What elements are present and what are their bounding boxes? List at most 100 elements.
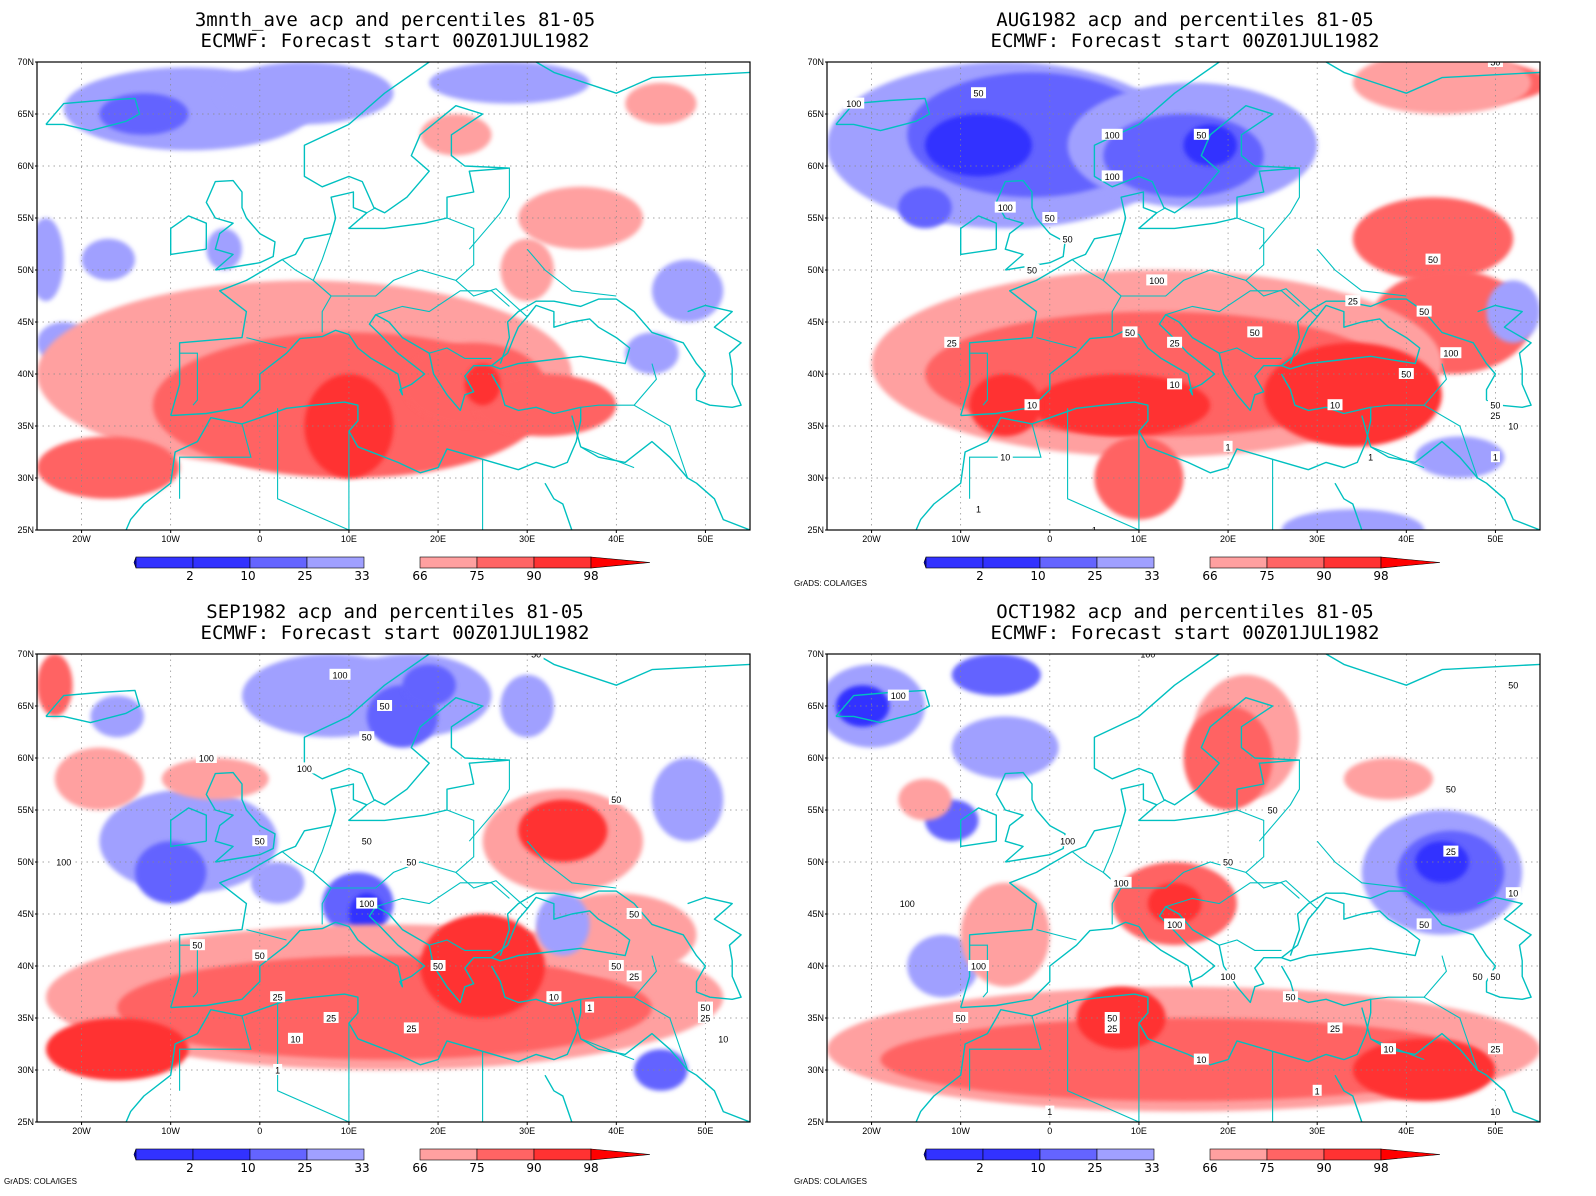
contour-label-bg	[53, 856, 75, 867]
latitude-label: 45N	[807, 317, 824, 327]
coastline	[125, 373, 582, 530]
contour-label-bg	[1416, 305, 1432, 317]
coastline	[1289, 890, 1532, 1000]
contour-label: 50	[362, 837, 372, 847]
colorbar-segment	[249, 1148, 308, 1161]
country-border	[526, 248, 617, 297]
country-border	[1258, 760, 1300, 842]
longitude-label: 0	[1047, 1126, 1052, 1136]
colorbar: 2 10 25 33 66 75 90 98	[923, 556, 1441, 583]
percentile-region	[518, 799, 608, 862]
country-border	[1423, 996, 1479, 1071]
contour-label-bg	[1505, 679, 1521, 691]
contour-label: 100	[900, 899, 915, 909]
contour-label: 50	[611, 962, 621, 972]
percentile-region	[880, 1018, 1487, 1102]
percentile-region	[45, 1018, 189, 1081]
contour-label: 50	[1490, 401, 1500, 411]
contour-label-bg	[1146, 274, 1168, 286]
contour-label: 1	[976, 505, 981, 515]
colorbar-label: 98	[583, 1161, 598, 1175]
contour-label-bg	[528, 654, 544, 659]
coastline	[170, 62, 750, 416]
percentile-region	[420, 114, 492, 156]
country-border	[580, 1038, 635, 1061]
colorbar-label: 66	[1202, 1161, 1217, 1175]
percentile-region	[1031, 374, 1211, 437]
colorbar-arrow-right	[590, 1148, 651, 1161]
percentile-region	[37, 654, 73, 717]
country-border	[366, 799, 376, 806]
latitude-label: 55N	[17, 805, 34, 815]
colorbar-label: 2	[976, 569, 984, 583]
longitude-label: 30E	[1309, 1126, 1325, 1136]
coastline	[170, 304, 631, 417]
contour-label-bg	[697, 1012, 713, 1023]
contour-label-bg	[359, 835, 375, 847]
contour-label-bg	[1505, 420, 1521, 431]
latitude-label: 70N	[17, 649, 34, 659]
percentile-region	[250, 862, 305, 904]
contour-label-bg	[887, 689, 909, 701]
contour-label: 1	[1315, 1086, 1320, 1096]
contour-label-bg	[356, 897, 378, 909]
contour-label-bg	[1327, 1022, 1343, 1034]
contour-label: 100	[56, 858, 71, 868]
colorbar-label: 90	[1316, 569, 1331, 583]
country-border	[1245, 279, 1318, 318]
contour-label: 50	[956, 1014, 966, 1024]
contour-label-bg	[1490, 451, 1500, 463]
colorbar-label: 2	[976, 1161, 984, 1175]
contour-label: 1	[1493, 453, 1498, 463]
colorbar: 2 10 25 33 66 75 90 98	[923, 1148, 1441, 1175]
contour-label: 100	[998, 203, 1013, 213]
colorbar-segment	[1039, 556, 1098, 569]
longitude-label: 20E	[1220, 1126, 1236, 1136]
country-border	[1219, 347, 1282, 359]
contour-label: 50	[1419, 307, 1429, 317]
contour-label: 10	[1330, 401, 1340, 411]
contour-label: 25	[1107, 1024, 1117, 1034]
panel-subtitle: ECMWF: Forecast start 00Z01JUL1982	[200, 30, 590, 52]
latitude-label: 70N	[807, 649, 824, 659]
contour-label-bg	[1101, 128, 1123, 140]
country-border	[281, 259, 332, 333]
colorbar-segment	[192, 556, 251, 569]
contour-label-bg	[1104, 1012, 1120, 1023]
latitude-label: 50N	[17, 265, 34, 275]
latitude-label: 55N	[807, 805, 824, 815]
coastline	[45, 97, 141, 132]
longitude-label: 40E	[1398, 1126, 1414, 1136]
contour-label-bg	[1443, 845, 1459, 857]
country-border	[633, 996, 689, 1071]
grads-credit: GrADS: COLA/IGES	[4, 1177, 77, 1186]
country-border	[1071, 259, 1122, 333]
longitude-label: 10E	[341, 1126, 357, 1136]
contour-label-bg	[1110, 876, 1132, 888]
colorbar-segment	[135, 556, 194, 569]
percentile-region	[99, 93, 189, 135]
colorbar-label: 2	[186, 1161, 194, 1175]
country-border	[429, 347, 492, 359]
contour-label-bg	[608, 960, 624, 971]
longitude-label: 10E	[341, 534, 357, 544]
contour-label-bg	[1487, 62, 1503, 67]
country-border	[179, 352, 198, 406]
colorbar-label: 75	[469, 569, 484, 583]
colorbar-label: 75	[1259, 1161, 1274, 1175]
latitude-label: 35N	[17, 1013, 34, 1023]
percentile-region	[536, 893, 590, 956]
latitude-label: 60N	[807, 753, 824, 763]
coastline	[169, 807, 208, 848]
contour-label-bg	[608, 793, 624, 805]
contour-label-bg	[1045, 1105, 1055, 1117]
contour-label-bg	[1440, 347, 1462, 359]
contour-label-bg	[329, 668, 351, 680]
contour-label-bg	[1247, 326, 1263, 338]
colorbar-segment	[1209, 556, 1268, 569]
contour-label-bg	[1327, 399, 1343, 411]
coastline	[835, 97, 931, 132]
coastline	[499, 298, 742, 408]
colorbar-label: 75	[469, 1161, 484, 1175]
country-border	[246, 337, 287, 349]
